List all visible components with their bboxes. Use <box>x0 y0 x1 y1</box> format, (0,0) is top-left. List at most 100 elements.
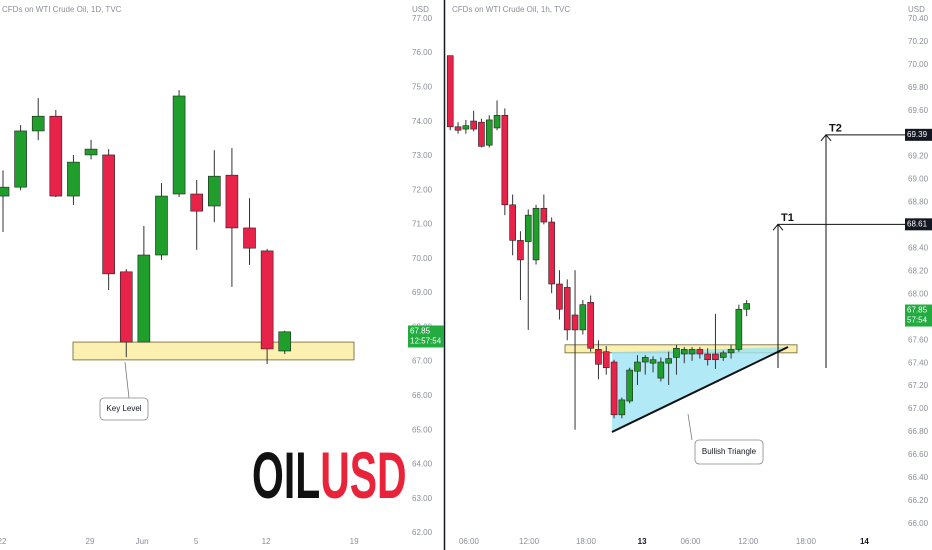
candle-body <box>540 207 548 223</box>
candle-body <box>67 161 80 197</box>
price-zone <box>72 341 355 361</box>
y-tick-label: 69.60 <box>908 106 929 115</box>
logo-oil: OIL <box>252 437 320 512</box>
y-tick-label: 67.00 <box>908 404 929 413</box>
axis-label: USD <box>412 5 429 14</box>
candle-body <box>634 361 641 372</box>
trend-line <box>611 346 789 433</box>
candle-body <box>680 349 688 355</box>
candle-body <box>743 303 750 310</box>
y-tick-label: 70.00 <box>908 60 929 69</box>
candle-body <box>190 193 203 212</box>
candle-body <box>137 254 151 343</box>
candle-body <box>462 125 470 130</box>
x-tick-label: 12:00 <box>519 537 540 546</box>
candle-body <box>563 287 571 331</box>
y-tick-label: 67.40 <box>908 358 929 367</box>
candle-body <box>587 302 594 349</box>
callout-box <box>99 397 149 421</box>
x-tick-label: 14 <box>860 537 869 546</box>
candle-body <box>119 271 133 343</box>
logo-usd: USD <box>320 437 406 512</box>
y-tick-label: 71.00 <box>412 220 433 229</box>
x-tick-label: 06:00 <box>459 537 480 546</box>
logo: OILUSD <box>252 437 407 512</box>
candle-body <box>470 120 477 130</box>
candle-body <box>485 119 493 146</box>
y-tick-label: 66.00 <box>908 519 929 528</box>
chart-title: CFDs on WTI Crude Oil, 1h, TVC <box>452 5 570 14</box>
candle-body <box>649 359 657 364</box>
candle-body <box>727 349 735 354</box>
candle-body <box>155 195 168 256</box>
y-tick-label: 70.40 <box>908 14 929 23</box>
y-tick-label: 64.00 <box>412 460 433 469</box>
candle-body <box>719 352 727 358</box>
y-tick-label: 66.00 <box>412 391 433 400</box>
candle-body <box>208 175 221 207</box>
candle-body <box>579 304 587 331</box>
x-tick-label: 19 <box>350 537 359 546</box>
callout-label: Bullish Triangle <box>702 447 757 456</box>
candle-body <box>696 349 704 355</box>
x-tick-label: 12 <box>262 537 271 546</box>
candle-body <box>501 115 509 206</box>
y-tick-label: 69.20 <box>908 152 929 161</box>
countdown: 12:57:54 <box>410 337 442 346</box>
candle-body <box>493 115 501 129</box>
y-tick-label: 67.20 <box>908 381 929 390</box>
y-tick-label: 70.00 <box>412 254 433 263</box>
target-price: 68.61 <box>907 219 928 228</box>
callout-label: Key Level <box>106 404 141 413</box>
candle-body <box>548 221 555 285</box>
x-tick-label: Jun <box>136 537 149 546</box>
candle-body <box>278 331 292 352</box>
candle-body <box>618 399 626 416</box>
target-price: 69.39 <box>907 130 928 139</box>
y-tick-label: 63.00 <box>412 494 433 503</box>
last-price: 67.85 <box>410 327 431 336</box>
y-tick-label: 70.20 <box>908 37 929 46</box>
y-tick-label: 65.00 <box>412 425 433 434</box>
y-tick-label: 77.00 <box>412 14 433 23</box>
candle-body <box>478 121 485 147</box>
candle-body <box>673 347 680 358</box>
candle-body <box>49 115 63 197</box>
x-tick-label: 18:00 <box>796 537 817 546</box>
axis-label: USD <box>908 5 925 14</box>
candle-body <box>688 349 696 355</box>
candle-body <box>556 283 563 310</box>
candle-body <box>712 353 719 361</box>
candle-body <box>626 369 633 402</box>
callout-pointer <box>124 361 130 399</box>
candle-body <box>610 361 618 416</box>
candle-body <box>641 357 649 363</box>
candle-body <box>524 214 532 242</box>
y-tick-label: 72.00 <box>412 185 433 194</box>
candle-body <box>595 349 602 365</box>
candle-body <box>31 115 45 132</box>
countdown: 57:54 <box>907 316 928 325</box>
y-tick-label: 76.00 <box>412 48 433 57</box>
y-tick-label: 69.00 <box>412 288 433 297</box>
candle-body <box>0 186 10 197</box>
callout-box <box>694 439 764 465</box>
y-tick-label: 67.60 <box>908 335 929 344</box>
candle-body <box>735 308 743 350</box>
target-price-box <box>905 128 932 141</box>
last-price: 67.85 <box>907 306 928 315</box>
candle-body <box>532 207 540 261</box>
x-tick-label: 12:00 <box>738 537 759 546</box>
candle-body <box>509 204 516 241</box>
x-tick-label: 18:00 <box>576 537 597 546</box>
target-price-box <box>905 218 932 231</box>
y-tick-label: 68.00 <box>908 289 929 298</box>
candle-body <box>102 154 115 275</box>
y-tick-label: 69.80 <box>908 83 929 92</box>
candle-body <box>172 95 186 195</box>
y-tick-label: 66.60 <box>908 450 929 459</box>
candle-body <box>14 130 27 188</box>
y-tick-label: 75.00 <box>412 83 433 92</box>
